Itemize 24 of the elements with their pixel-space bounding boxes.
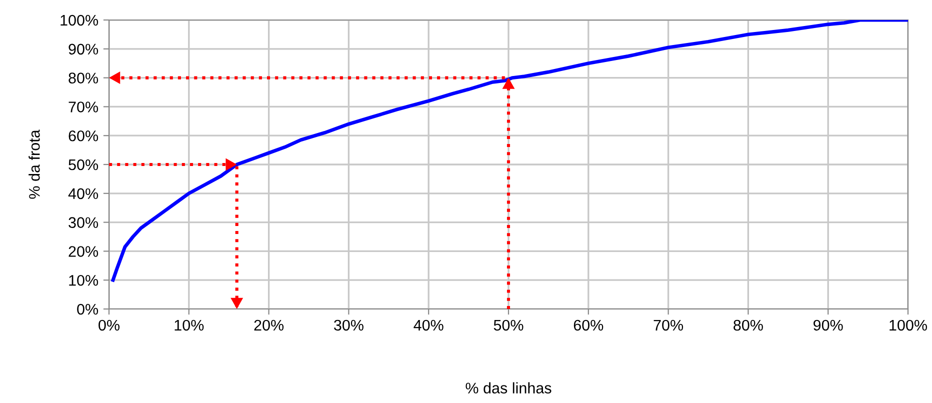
x-tick-label: 100% — [890, 320, 927, 331]
x-tick-label: 20% — [254, 320, 284, 331]
x-tick-label: 50% — [494, 320, 524, 331]
y-tick-label: 30% — [68, 217, 98, 228]
x-axis-title: % das linhas — [466, 382, 552, 394]
x-tick-label: 0% — [98, 320, 120, 331]
x-tick-label: 90% — [814, 320, 843, 331]
y-tick-label: 0% — [77, 304, 98, 315]
x-tick-label: 60% — [574, 320, 604, 331]
x-tick-label: 80% — [734, 320, 763, 331]
y-tick-label: 50% — [68, 159, 98, 170]
y-tick-label: 100% — [60, 14, 98, 26]
y-tick-label: 70% — [68, 102, 98, 112]
x-tick-label: 70% — [654, 320, 684, 331]
y-tick-label: 10% — [69, 274, 98, 286]
x-tick-label: 40% — [414, 320, 444, 331]
y-tick-label: 40% — [68, 188, 98, 200]
y-axis-title: % da frota — [28, 130, 40, 199]
y-tick-label: 90% — [68, 44, 98, 55]
x-tick-label: 30% — [334, 320, 364, 331]
y-tick-label: 80% — [68, 72, 98, 84]
y-tick-label: 20% — [68, 246, 98, 257]
y-tick-label: 60% — [68, 130, 98, 142]
x-tick-label: 10% — [174, 320, 204, 331]
